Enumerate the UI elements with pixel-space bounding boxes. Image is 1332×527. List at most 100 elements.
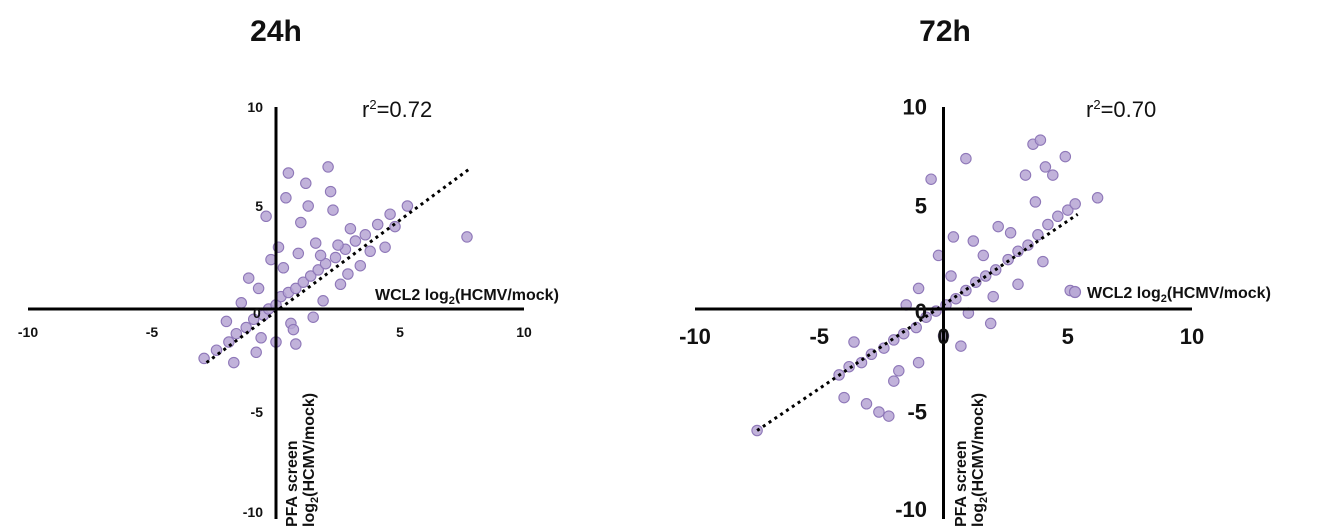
data-point — [1047, 169, 1059, 181]
data-points-72h — [751, 134, 1104, 437]
data-point — [300, 177, 312, 190]
data-point — [379, 241, 391, 253]
y-axis-label-24h: PFA screen log2(HCMV/mock) — [284, 393, 321, 527]
data-point — [1037, 255, 1049, 268]
data-point — [848, 336, 860, 348]
data-point — [235, 297, 248, 309]
data-point — [280, 192, 292, 204]
y-tick-label: 10 — [247, 99, 263, 115]
data-point — [1012, 278, 1024, 291]
data-point — [324, 185, 337, 198]
x-axis-label-24h: WCL2 log2(HCMV/mock) — [375, 287, 559, 307]
data-point — [287, 323, 300, 336]
r-squared-24h: r2=0.72 — [362, 97, 432, 122]
tick-labels-72h: -10 -5 0 5 10 -10 -5 0 5 10 — [679, 95, 1204, 522]
x-tick-label: -10 — [18, 324, 38, 340]
data-point — [1004, 227, 1017, 239]
x-tick-label: 5 — [1062, 324, 1074, 349]
data-point — [945, 270, 957, 282]
data-point — [1019, 169, 1032, 181]
data-point — [878, 342, 890, 354]
data-point — [292, 247, 305, 260]
x-tick-label: 0 — [937, 324, 949, 349]
x-tick-label: 5 — [396, 324, 404, 340]
data-point — [290, 282, 302, 295]
data-point — [322, 161, 334, 173]
data-point — [309, 237, 322, 249]
y-tick-label: -10 — [895, 497, 927, 522]
data-point — [220, 315, 233, 328]
data-point — [960, 152, 972, 165]
data-point — [332, 239, 344, 251]
legend-label-72h: WCL2 log2(HCMV/mock) — [1087, 285, 1271, 305]
x-tick-label: -10 — [679, 324, 711, 349]
chart-title-24h: 24h — [250, 15, 302, 48]
data-point — [295, 216, 307, 229]
data-point — [1062, 204, 1074, 216]
x-tick-label: 10 — [1180, 324, 1204, 349]
data-point — [893, 365, 905, 377]
data-point — [371, 218, 384, 231]
data-point — [967, 235, 980, 247]
data-point — [389, 220, 401, 233]
data-point — [304, 270, 317, 282]
legend-72h: WCL2 log2(HCMV/mock) — [1068, 285, 1271, 305]
data-point — [897, 327, 910, 340]
legend-marker-72h — [1068, 285, 1082, 299]
y-axis-label-line1-72h: PFA screen — [953, 440, 970, 527]
data-point — [1059, 150, 1072, 163]
data-point — [1069, 198, 1081, 210]
data-point — [401, 200, 414, 212]
y-tick-label: 0 — [915, 299, 927, 324]
chart-title-72h: 72h — [919, 15, 971, 48]
r-squared-72h: r2=0.70 — [1086, 97, 1156, 122]
data-point — [912, 282, 925, 295]
data-point — [329, 251, 342, 264]
data-point — [960, 284, 972, 297]
data-point — [302, 200, 314, 212]
data-point — [925, 173, 937, 185]
data-point — [1012, 245, 1024, 258]
data-point — [317, 295, 329, 307]
data-point — [228, 356, 240, 369]
data-point — [1029, 196, 1042, 208]
data-point — [277, 262, 290, 274]
data-point — [247, 313, 260, 326]
panel-72h: 72h -10 -5 0 5 10 -10 -5 0 5 10 r2=0.70 WCL2 log2… — [679, 15, 1271, 527]
panel-24h: 24h -10 -5 5 10 -10 -5 5 10 0 r2=0.72 WCL2 log2(… — [18, 15, 559, 527]
x-tick-label: -5 — [809, 324, 829, 349]
data-point — [364, 245, 376, 258]
data-point — [384, 208, 396, 220]
data-point — [912, 356, 925, 369]
data-point — [242, 272, 255, 284]
data-point — [297, 276, 310, 288]
data-point — [349, 235, 362, 247]
y-axis-label-72h: PFA screen log2(HCMV/mock) — [953, 393, 990, 527]
data-point — [950, 292, 962, 305]
y-axis-label-line2-72h: log2(HCMV/mock) — [970, 393, 990, 527]
data-point — [843, 360, 855, 373]
data-point — [260, 210, 272, 223]
y-tick-label: 5 — [255, 198, 263, 214]
data-point — [240, 321, 252, 334]
data-point — [1091, 192, 1104, 204]
data-point — [354, 259, 367, 272]
y-tick-label: 5 — [915, 194, 927, 219]
y-axis-label-line2-24h: log2(HCMV/mock) — [301, 393, 321, 527]
data-point — [319, 257, 332, 270]
data-point — [860, 398, 873, 410]
data-point — [334, 278, 347, 291]
data-point — [1022, 239, 1034, 251]
tick-labels-24h: -10 -5 5 10 -10 -5 5 10 0 — [18, 99, 532, 520]
data-point — [359, 229, 372, 241]
data-point — [883, 410, 895, 422]
data-point — [977, 249, 990, 262]
data-point — [992, 220, 1004, 233]
data-point — [1032, 229, 1044, 241]
data-point — [987, 290, 999, 303]
data-point — [344, 222, 357, 235]
data-point — [230, 327, 243, 340]
data-point — [910, 321, 922, 334]
data-point — [838, 391, 850, 404]
